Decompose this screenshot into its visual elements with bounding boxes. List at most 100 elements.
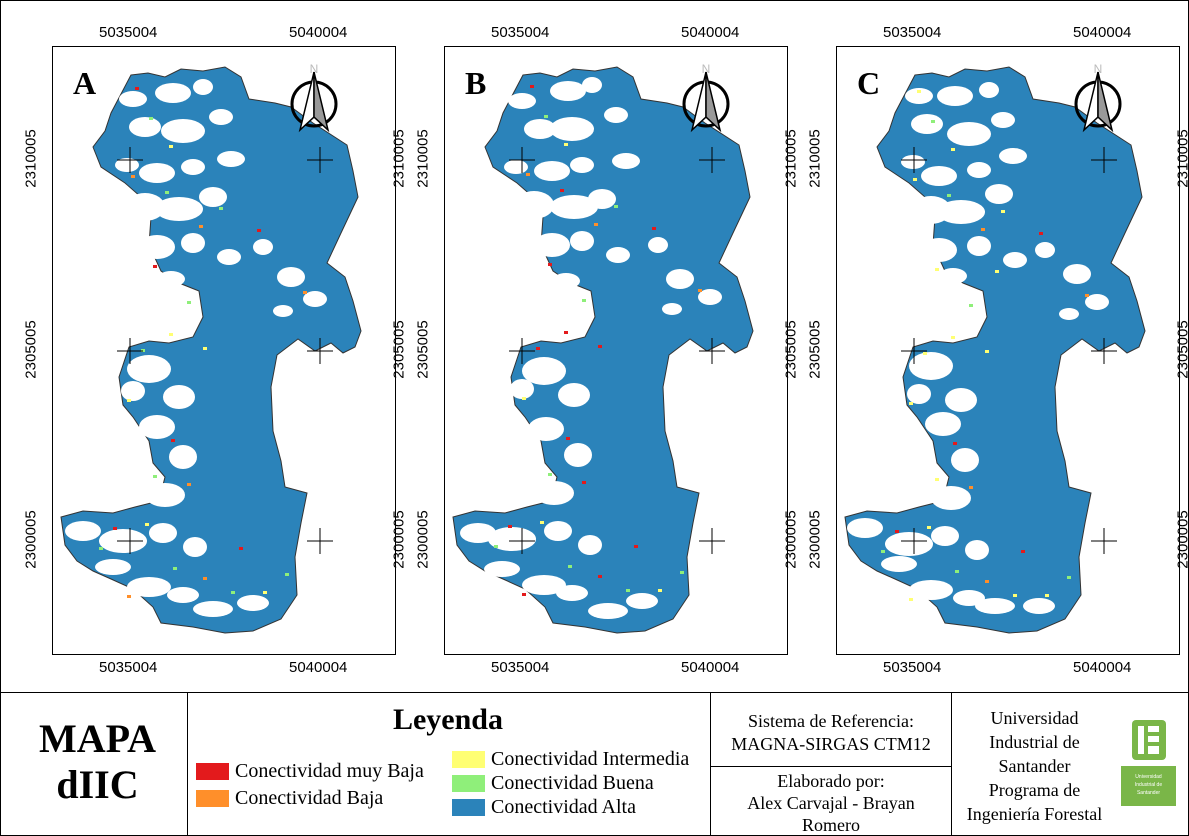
map-title: MAPA dIIC [10,716,185,808]
connectivity-patch [598,345,602,348]
coord-y-left-0: 2310005 [22,129,40,188]
connectivity-patch [1013,594,1017,597]
coord-y-left-2: 2300005 [806,510,824,569]
coord-y-right-0: 2310005 [782,129,800,188]
connectivity-patch [1067,576,1071,579]
non-forest-patch [626,593,658,609]
connectivity-patch [219,207,223,210]
connectivity-patch [149,117,153,120]
connectivity-patch [564,331,568,334]
non-forest-patch [127,355,171,383]
non-forest-patch [484,561,520,577]
non-forest-patch [544,521,572,541]
non-forest-patch [937,200,985,224]
non-forest-patch [564,443,592,467]
non-forest-patch [193,79,213,95]
institution-line1: Universidad [990,708,1079,728]
non-forest-patch [149,523,177,543]
legend-swatch [196,762,229,780]
legend-item: Conectividad Intermedia [452,748,689,770]
uis-logo: Universidad Industrial de Santander [1121,718,1176,806]
connectivity-patch [969,304,973,307]
non-forest-patch [217,249,241,265]
connectivity-patch [99,547,103,550]
connectivity-patch [536,347,540,350]
grid-cross [699,528,725,554]
study-area-polygon [844,66,1146,634]
non-forest-patch [588,603,628,619]
legend-item: Conectividad Buena [452,772,654,794]
connectivity-patch [522,397,526,400]
non-forest-patch [558,383,590,407]
non-forest-patch [909,352,953,380]
legend-label: Conectividad Buena [491,772,654,794]
non-forest-patch [155,83,191,103]
connectivity-patch [113,527,117,530]
connectivity-patch [981,228,985,231]
non-forest-patch [504,160,528,174]
connectivity-patch [923,352,927,355]
connectivity-patch [165,191,169,194]
grid-cross [307,338,333,364]
study-area-polygon [60,66,362,634]
non-forest-patch [139,163,175,183]
non-forest-patch [514,191,554,219]
legend-label: Conectividad Baja [235,787,384,809]
north-label: N [702,62,711,76]
legend-item: Conectividad muy Baja [196,760,424,782]
non-forest-patch [534,481,574,505]
non-forest-patch [161,119,205,143]
coord-x-bottom-right: 5040004 [681,659,740,676]
coord-y-left-1: 2305005 [414,320,432,379]
institution-block: Universidad Industrial de Santander Prog… [952,706,1117,826]
connectivity-patch [947,194,951,197]
non-forest-patch [163,385,195,409]
non-forest-patch [1035,242,1055,258]
connectivity-patch [652,227,656,230]
author-block: Elaborado por: Alex Carvajal - Brayan Ro… [711,770,951,836]
svg-text:Universidad: Universidad [1135,774,1162,780]
non-forest-patch [909,580,953,600]
non-forest-patch [65,521,101,541]
divider-legend-ref [710,692,711,836]
divider-ref-institution [951,692,952,836]
connectivity-patch [203,347,207,350]
non-forest-patch [931,486,971,510]
coord-x-bottom-left: 5035004 [491,659,550,676]
connectivity-patch [909,402,913,405]
connectivity-patch [614,205,618,208]
connectivity-patch [548,263,552,266]
legend-swatch [452,798,485,816]
grid-cross [901,338,927,364]
non-forest-patch [508,93,536,109]
connectivity-patch [582,481,586,484]
coord-x-top-right: 5040004 [681,24,740,41]
connectivity-patch [1045,594,1049,597]
map-canvas: N [60,62,362,634]
connectivity-patch [560,189,564,192]
non-forest-patch [945,388,977,412]
connectivity-patch [955,570,959,573]
grid-cross [117,147,143,173]
legend-swatch [452,750,485,768]
non-forest-patch [666,269,694,289]
connectivity-patch [935,268,939,271]
non-forest-patch [979,82,999,98]
panel-letter: C [857,65,881,101]
coord-y-right-1: 2305005 [782,320,800,379]
connectivity-patch [1039,232,1043,235]
coord-y-right-2: 2300005 [390,510,408,569]
map-title-line2: dIIC [56,762,139,807]
non-forest-patch [209,109,233,125]
connectivity-patch [494,545,498,548]
institution-line2: Industrial de [989,732,1080,752]
connectivity-patch [508,525,512,528]
non-forest-patch [885,532,933,556]
connectivity-patch [658,589,662,592]
coord-y-right-1: 2305005 [390,320,408,379]
legend-item: Conectividad Baja [196,787,383,809]
grid-cross [117,528,143,554]
grid-cross [1091,338,1117,364]
non-forest-patch [183,537,207,557]
